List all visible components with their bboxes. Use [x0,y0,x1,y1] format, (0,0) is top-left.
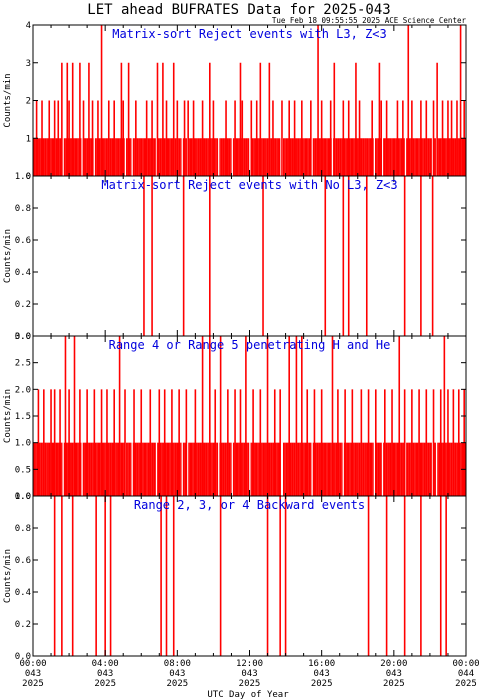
x-tick-label-line: 043 [386,669,402,679]
panel-title: Matrix-sort Reject events with L3, Z<3 [112,27,387,41]
y-tick-label: 3.0 [15,332,31,342]
x-tick-label-line: 04:00 [92,659,119,669]
x-axis-label: UTC Day of Year [207,690,289,700]
x-tick-label-line: 2025 [311,679,333,689]
x-tick-label-line: 044 [458,669,474,679]
x-tick-label-line: 043 [169,669,185,679]
x-tick-label-line: 2025 [455,679,477,689]
y-tick-label: 0.4 [15,268,31,278]
y-tick-label: 0.2 [15,300,31,310]
x-tick-label-line: 16:00 [308,659,335,669]
y-tick-label: 1 [26,134,31,144]
y-tick-label: 4 [26,21,31,31]
y-tick-label: 0.6 [15,556,31,566]
timestamp: Tue Feb 18 09:55:55 2025 ACE Science Cen… [272,16,467,25]
panel-title: Matrix-sort Reject events with No L3, Z<… [101,178,397,192]
y-tick-label: 0.4 [15,588,31,598]
y-tick-label: 0.0 [15,652,31,662]
y-tick-label: 0.5 [15,465,31,475]
x-tick-label-line: 00:00 [452,659,479,669]
y-tick-label: 0.6 [15,236,31,246]
y-axis-label: Counts/min [3,389,13,443]
x-tick-label-line: 043 [97,669,113,679]
panel-title: Range 2, 3, or 4 Backward events [134,498,365,512]
y-tick-label: 0 [26,172,31,182]
y-tick-label: 1.0 [15,172,31,182]
x-tick-label-line: 2025 [383,679,405,689]
x-axis: 00:00043202504:00043202508:00043202512:0… [19,659,479,689]
background-bars [32,442,466,496]
y-tick-label: 2.5 [15,359,31,369]
x-tick-label-line: 043 [241,669,257,679]
x-tick-label-line: 043 [25,669,41,679]
panel-1: 0 1 2 3 4 Matrix-sort Reject events with L3, … [3,21,467,182]
y-axis-label: Counts/min [3,549,13,603]
x-tick-label-line: 12:00 [236,659,263,669]
y-tick-label: 0.2 [15,620,31,630]
y-tick-label: 0.8 [15,204,31,214]
y-tick-label: 1.0 [15,439,31,449]
y-tick-label: 3 [26,59,31,69]
x-tick-label-line: 2025 [94,679,116,689]
panel-frame [32,495,467,657]
y-tick-label: 2 [26,97,31,107]
panel-title: Range 4 or Range 5 penetrating H and He [109,338,391,352]
x-tick-label-line: 00:00 [19,659,46,669]
panels: 0 1 2 3 4 Matrix-sort Reject events with L3, … [3,21,467,662]
y-tick-label: 0.8 [15,524,31,534]
x-tick-label-line: 2025 [22,679,44,689]
y-axis-label: Counts/min [3,229,13,283]
y-tick-label: 0.0 [15,332,31,342]
y-tick-label: 1.0 [15,492,31,502]
y-tick-label: 1.5 [15,412,31,422]
x-tick-label-line: 043 [314,669,330,679]
panel-frame [32,175,467,337]
y-tick-label: 0.0 [15,492,31,502]
panel-4: 0.0 0.2 0.4 0.6 0.8 1.0 Range 2, 3, or 4 Backw… [3,492,467,662]
panel-3: 0.0 0.5 1.0 1.5 2.0 2.5 3.0 Range 4 or Range 5 … [3,332,467,502]
x-tick-label-line: 2025 [166,679,188,689]
x-tick-label-line: 20:00 [380,659,407,669]
x-tick-label-line: 2025 [239,679,261,689]
x-tick-label-line: 08:00 [164,659,191,669]
panel-2: 0.0 0.2 0.4 0.6 0.8 1.0 Matrix-sort Reject eve… [3,172,467,342]
y-axis-label: Counts/min [3,73,13,127]
y-tick-label: 2.0 [15,385,31,395]
figure-title: LET ahead BUFRATES Data for 2025-043 [87,2,390,18]
